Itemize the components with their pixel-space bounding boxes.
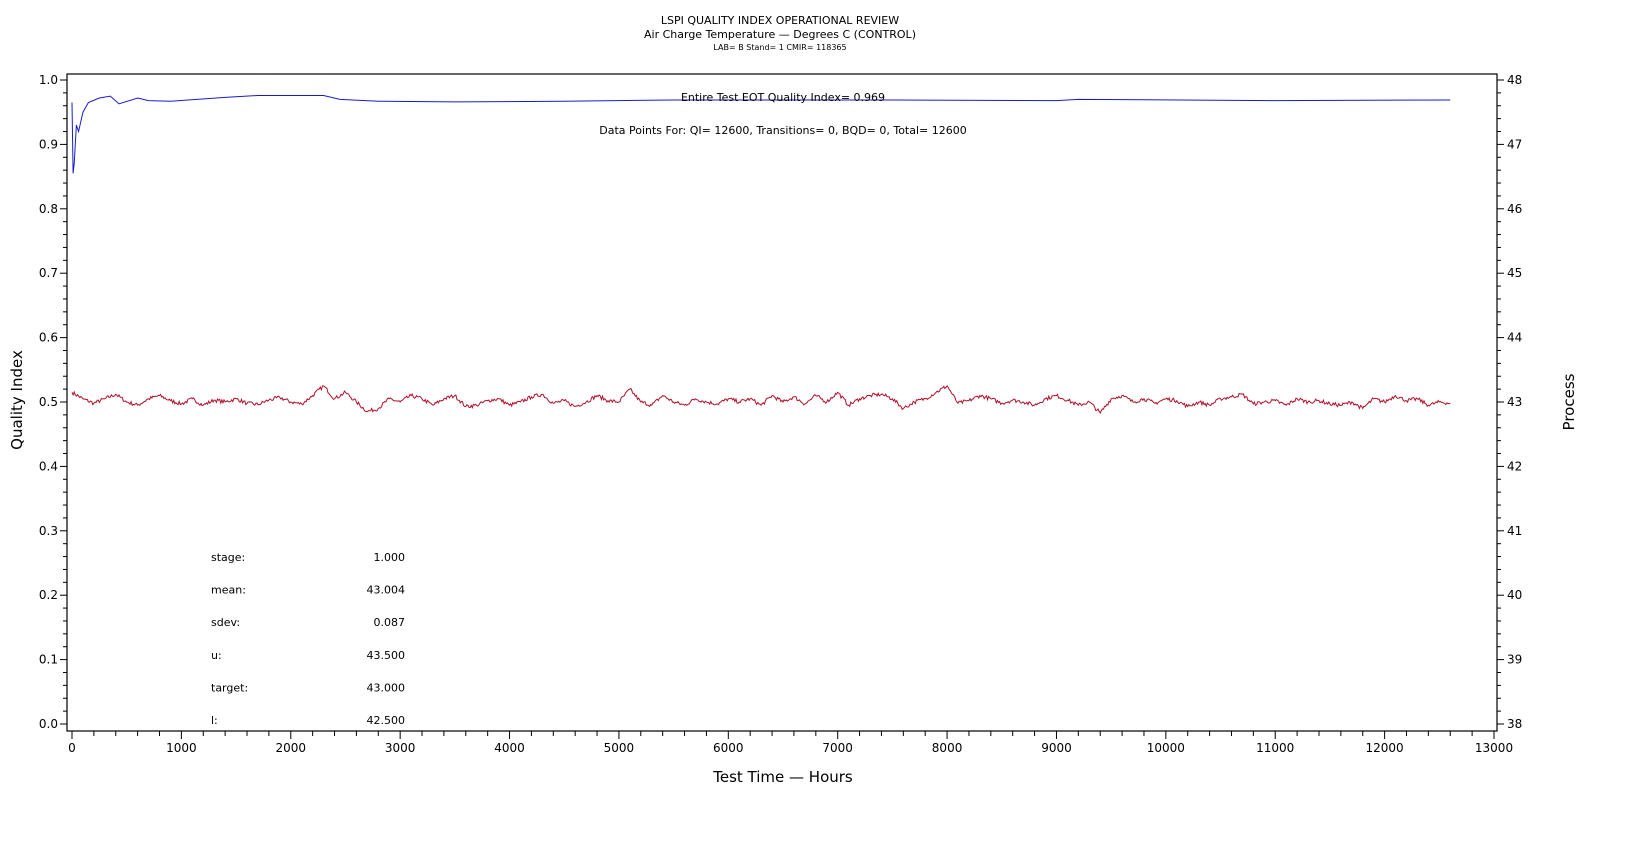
y-tick-label: 1.0 bbox=[39, 73, 58, 87]
y2-tick-label: 48 bbox=[1507, 73, 1522, 87]
stat-value: 42.500 bbox=[367, 714, 406, 727]
x-axis-label: Test Time — Hours bbox=[712, 768, 853, 786]
y2-axis-label: Process bbox=[1560, 373, 1578, 430]
x-tick-label: 2000 bbox=[275, 741, 306, 755]
chart-subtitle-2: LAB= B Stand= 1 CMIR= 118365 bbox=[713, 43, 846, 52]
stat-value: 43.000 bbox=[367, 681, 406, 694]
x-tick-label: 4000 bbox=[494, 741, 525, 755]
y-tick-label: 0.5 bbox=[39, 395, 58, 409]
x-tick-label: 3000 bbox=[385, 741, 416, 755]
y2-tick-label: 40 bbox=[1507, 588, 1522, 602]
stat-value: 1.000 bbox=[374, 551, 406, 564]
x-tick-label: 12000 bbox=[1366, 741, 1404, 755]
x-tick-label: 0 bbox=[68, 741, 76, 755]
axis-ticks: 0 1000 2000 3000 4000 5000 6000 7000 8000 9000 100… bbox=[39, 73, 1522, 755]
y-tick-label: 0.0 bbox=[39, 717, 58, 731]
y2-tick-label: 45 bbox=[1507, 266, 1522, 280]
y-tick-label: 0.9 bbox=[39, 137, 58, 151]
x-tick-label: 8000 bbox=[932, 741, 963, 755]
stat-value: 0.087 bbox=[374, 616, 406, 629]
chart-title: LSPI QUALITY INDEX OPERATIONAL REVIEW bbox=[661, 14, 899, 27]
process-line bbox=[71, 385, 1451, 414]
y2-tick-label: 47 bbox=[1507, 137, 1522, 151]
x-tick-label: 7000 bbox=[822, 741, 853, 755]
y-axis-label: Quality Index bbox=[8, 350, 26, 450]
x-tick-label: 11000 bbox=[1256, 741, 1294, 755]
eot-quality-index-annotation: Entire Test EOT Quality Index= 0.969 bbox=[681, 91, 885, 104]
x-tick-label: 13000 bbox=[1475, 741, 1513, 755]
y-tick-label: 0.4 bbox=[39, 459, 58, 473]
stat-label: sdev: bbox=[211, 616, 240, 629]
stat-value: 43.500 bbox=[367, 649, 406, 662]
series-group bbox=[71, 94, 1451, 414]
y2-tick-label: 46 bbox=[1507, 202, 1522, 216]
stat-value: 43.004 bbox=[367, 584, 406, 597]
y2-tick-label: 42 bbox=[1507, 459, 1522, 473]
y2-tick-label: 39 bbox=[1507, 653, 1522, 667]
stat-label: u: bbox=[211, 649, 222, 662]
x-tick-label: 9000 bbox=[1041, 741, 1072, 755]
stat-label: mean: bbox=[211, 584, 246, 597]
stats-block: stage: 1.000 mean: 43.004 sdev: 0.087 u: 43.500… bbox=[211, 551, 405, 727]
x-tick-label: 6000 bbox=[713, 741, 744, 755]
y-tick-label: 0.6 bbox=[39, 331, 58, 345]
data-points-annotation: Data Points For: QI= 12600, Transitions=… bbox=[599, 124, 967, 137]
y-tick-label: 0.8 bbox=[39, 202, 58, 216]
y-tick-label: 0.1 bbox=[39, 653, 58, 667]
stat-label: stage: bbox=[211, 551, 245, 564]
y2-tick-label: 41 bbox=[1507, 524, 1522, 538]
y2-tick-label: 44 bbox=[1507, 331, 1522, 345]
quality-index-line bbox=[71, 94, 1451, 174]
chart-subtitle: Air Charge Temperature — Degrees C (CONT… bbox=[644, 28, 916, 41]
x-tick-label: 1000 bbox=[166, 741, 197, 755]
y-tick-label: 0.3 bbox=[39, 524, 58, 538]
y-tick-label: 0.7 bbox=[39, 266, 58, 280]
x-tick-label: 10000 bbox=[1147, 741, 1185, 755]
stat-label: target: bbox=[211, 681, 248, 694]
y2-tick-label: 43 bbox=[1507, 395, 1522, 409]
stat-label: l: bbox=[211, 714, 218, 727]
y-tick-label: 0.2 bbox=[39, 588, 58, 602]
x-tick-label: 5000 bbox=[604, 741, 635, 755]
y2-tick-label: 38 bbox=[1507, 717, 1522, 731]
